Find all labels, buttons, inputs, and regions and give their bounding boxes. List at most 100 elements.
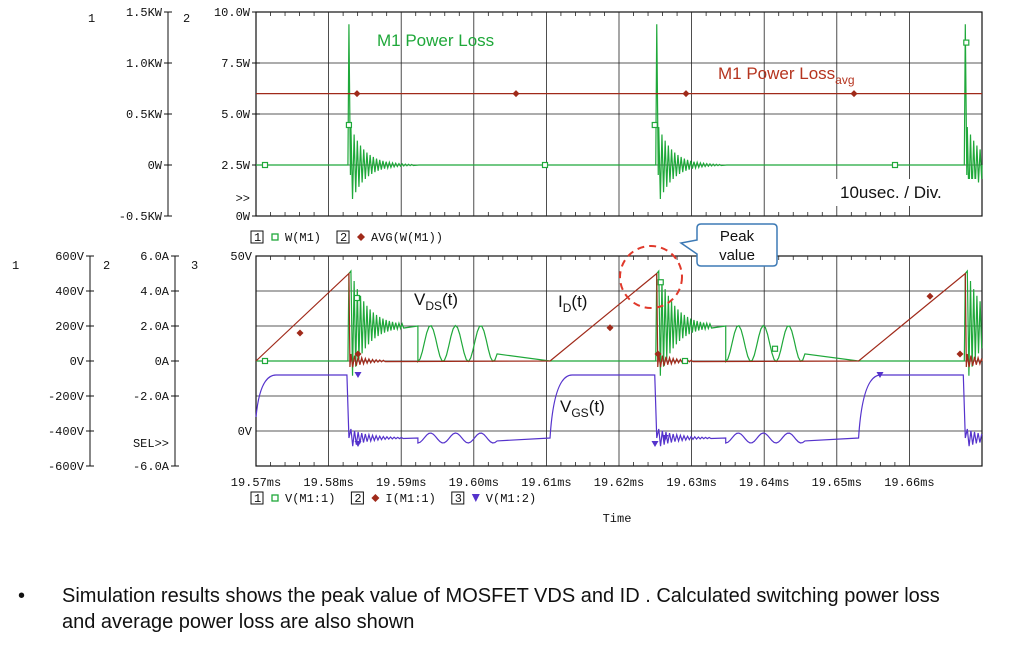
y-tick-label: 6.0A [140,250,170,264]
y-tick-label: 200V [55,320,85,334]
axis-number: 3 [191,259,198,273]
y-tick-label: 0V [238,425,253,439]
series-marker [541,161,549,169]
x-tick-label: 19.57ms [231,476,281,490]
legend-label: V(M1:2) [486,492,536,506]
legend-label: AVG(W(M1)) [371,231,443,245]
axis-number: 1 [88,12,95,26]
series-marker [296,329,304,337]
series-marker [345,121,353,129]
y-tick-label: 0V [70,355,85,369]
y-tick-label: 0.5KW [126,108,163,122]
series-marker [651,441,659,447]
top-plot: 1.5KW 1.0KW 0.5KW 0W -0.5KW 1 10.0W 7.5W 5.0W 2.5… [88,6,983,245]
series-marker [661,435,669,441]
axis-number: 1 [12,259,19,273]
series-marker [512,90,520,98]
id-line [255,272,983,368]
time-div-box [825,179,977,206]
series-marker [354,441,362,447]
series-marker [654,350,662,358]
annotation-vgs: VGS(t) [560,397,605,420]
legend-number: 1 [254,492,261,506]
series-marker [606,324,614,332]
y-tick-label: 5.0W [221,108,251,122]
y-tick-label: 400V [55,285,85,299]
legend-symbol-square [271,233,279,241]
legend-number: 2 [354,492,361,506]
legend-number: 2 [340,231,347,245]
caption-text: Simulation results shows the peak value … [62,585,940,633]
series-marker [956,350,964,358]
legend-number-box [451,491,465,505]
y-tick-label: 50V [230,250,252,264]
legend-symbol-diamond [371,494,380,502]
axis-number: 2 [103,259,110,273]
peak-callout: Peak value [619,223,778,309]
legend-number: 3 [455,492,462,506]
series-marker [891,161,899,169]
legend-number-box [250,491,264,505]
series-marker [963,39,970,46]
axis-marker: >> [236,192,250,206]
series-marker [926,292,934,300]
legend-symbol-triangle [471,494,480,502]
legend-number: 1 [254,231,261,245]
bottom-series [255,269,983,447]
axis-marker: SEL>> [133,437,169,451]
y-tick-label: -6.0A [133,460,170,474]
annotation-vds: VDS(t) [414,290,458,313]
y-tick-label: 2.5W [221,159,251,173]
legend-symbol-square [271,494,279,502]
series-marker [353,294,361,302]
series-marker [353,90,361,98]
legend-number-box [336,230,350,244]
annotation-power-loss: M1 Power Loss [377,31,494,50]
vgs-line [255,374,983,447]
x-tick-label: 19.66ms [884,476,934,490]
series-marker [682,90,690,98]
legend-symbol-diamond [357,233,365,241]
y-tick-label: 0W [236,210,251,224]
bottom-plot: 600V 400V 200V 0V -200V -400V -600V 1 6.0A 4.0A 2.… [12,250,983,526]
y-tick-label: 0W [148,159,163,173]
series-marker [657,279,664,286]
annotation-time-div: 10usec. / Div. [840,183,942,202]
legend-number-box [250,230,264,244]
y-tick-label: 10.0W [214,6,251,20]
peak-callout-line1: Peak [720,228,755,245]
series-marker [261,161,269,169]
y-tick-label: 7.5W [221,57,251,71]
y-tick-label: 0A [155,355,170,369]
peak-highlight-circle [619,245,683,309]
x-tick-label: 19.64ms [739,476,789,490]
x-tick-label: 19.58ms [303,476,353,490]
series-marker [651,121,658,129]
legend-label: I(M1:1) [385,492,435,506]
y-tick-label: 4.0A [140,285,170,299]
annotation-id: ID(t) [558,292,587,315]
annotation-power-loss-avg: M1 Power Lossavg [718,64,855,87]
x-tick-label: 19.61ms [521,476,571,490]
legend-label: V(M1:1) [285,492,335,506]
bottom-axes: 600V 400V 200V 0V -200V -400V -600V 1 6.0A 4.0A 2.… [12,250,935,526]
x-tick-label: 19.59ms [376,476,426,490]
vds-line [256,269,983,376]
series-marker [354,350,362,358]
y-tick-label: -0.5KW [119,210,163,224]
x-tick-label: 19.63ms [666,476,716,490]
x-tick-label: 19.60ms [449,476,499,490]
y-tick-label: 1.0KW [126,57,163,71]
power-loss-line [256,24,983,200]
series-marker [876,372,884,378]
y-tick-label: -200V [48,390,85,404]
y-tick-label: 600V [55,250,85,264]
peak-callout-line2: value [719,247,755,264]
peak-callout-bubble [679,223,778,267]
bottom-legend: 1 V(M1:1) 2 I(M1:1) 3 V(M1:2) [250,491,536,506]
series-marker [681,357,689,365]
x-axis-label: Time [603,512,632,526]
y-tick-label: -600V [48,460,85,474]
x-tick-label: 19.62ms [594,476,644,490]
